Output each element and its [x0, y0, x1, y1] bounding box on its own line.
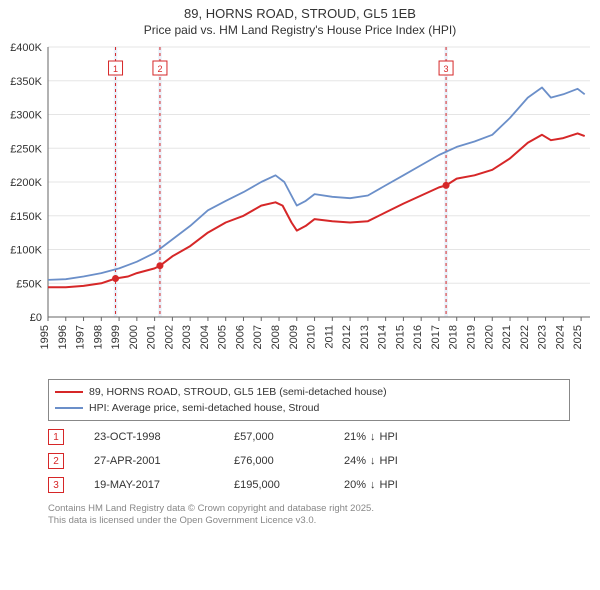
svg-text:£300K: £300K	[10, 110, 42, 122]
svg-text:2015: 2015	[394, 325, 406, 349]
transaction-date: 27-APR-2001	[94, 455, 234, 467]
footer-line-1: Contains HM Land Registry data © Crown c…	[48, 503, 570, 515]
transaction-row: 1 23-OCT-1998£57,00021% ↓ HPI	[48, 425, 570, 449]
transaction-price: £195,000	[234, 479, 344, 491]
svg-text:2010: 2010	[306, 325, 318, 349]
svg-text:2021: 2021	[501, 325, 513, 349]
footer-line-2: This data is licensed under the Open Gov…	[48, 515, 570, 527]
legend-item: HPI: Average price, semi-detached house,…	[55, 400, 563, 416]
svg-text:2007: 2007	[252, 325, 264, 349]
chart-title: 89, HORNS ROAD, STROUD, GL5 1EB	[0, 0, 600, 21]
svg-text:2012: 2012	[341, 325, 353, 349]
transaction-badge: 1	[48, 429, 64, 445]
transaction-date: 23-OCT-1998	[94, 431, 234, 443]
svg-text:2000: 2000	[128, 325, 140, 349]
svg-text:1995: 1995	[39, 325, 51, 349]
svg-text:1997: 1997	[75, 325, 87, 349]
svg-text:2018: 2018	[448, 325, 460, 349]
svg-text:2009: 2009	[288, 325, 300, 349]
svg-text:2014: 2014	[377, 325, 389, 349]
svg-text:1996: 1996	[57, 325, 69, 349]
legend-swatch	[55, 407, 83, 409]
svg-text:2025: 2025	[572, 325, 584, 349]
transaction-delta: 24% ↓ HPI	[344, 455, 398, 467]
legend-label: HPI: Average price, semi-detached house,…	[89, 402, 319, 414]
svg-text:£400K: £400K	[10, 43, 42, 54]
svg-text:2008: 2008	[270, 325, 282, 349]
svg-text:1: 1	[113, 64, 118, 74]
svg-text:2003: 2003	[181, 325, 193, 349]
svg-text:£100K: £100K	[10, 245, 42, 257]
arrow-down-icon: ↓	[370, 431, 376, 443]
legend-swatch	[55, 391, 83, 393]
line-chart: £0 £50K £100K £150K £200K £250K £300K £350K £400…	[0, 43, 600, 373]
transaction-delta: 21% ↓ HPI	[344, 431, 398, 443]
arrow-down-icon: ↓	[370, 479, 376, 491]
svg-text:1998: 1998	[92, 325, 104, 349]
svg-text:2020: 2020	[483, 325, 495, 349]
svg-text:2002: 2002	[163, 325, 175, 349]
svg-text:2022: 2022	[519, 325, 531, 349]
svg-text:2023: 2023	[537, 325, 549, 349]
legend-item: 89, HORNS ROAD, STROUD, GL5 1EB (semi-de…	[55, 384, 563, 400]
svg-text:£0: £0	[30, 312, 42, 324]
transaction-row: 2 27-APR-2001£76,00024% ↓ HPI	[48, 449, 570, 473]
legend-label: 89, HORNS ROAD, STROUD, GL5 1EB (semi-de…	[89, 386, 387, 398]
svg-text:1999: 1999	[110, 325, 122, 349]
legend: 89, HORNS ROAD, STROUD, GL5 1EB (semi-de…	[48, 379, 570, 421]
svg-text:£350K: £350K	[10, 76, 42, 88]
svg-text:£250K: £250K	[10, 143, 42, 155]
svg-text:2016: 2016	[412, 325, 424, 349]
svg-text:2011: 2011	[323, 325, 335, 349]
transaction-table: 1 23-OCT-1998£57,00021% ↓ HPI 2 27-APR-2001…	[48, 425, 570, 497]
transaction-delta: 20% ↓ HPI	[344, 479, 398, 491]
svg-text:2004: 2004	[199, 325, 211, 349]
transaction-date: 19-MAY-2017	[94, 479, 234, 491]
transaction-price: £57,000	[234, 431, 344, 443]
svg-text:2024: 2024	[554, 325, 566, 349]
svg-text:2006: 2006	[234, 325, 246, 349]
footer-attribution: Contains HM Land Registry data © Crown c…	[48, 503, 570, 528]
svg-text:2019: 2019	[465, 325, 477, 349]
chart-area: £0 £50K £100K £150K £200K £250K £300K £350K £400…	[0, 43, 600, 373]
svg-text:2005: 2005	[217, 325, 229, 349]
svg-text:£200K: £200K	[10, 177, 42, 189]
transaction-row: 3 19-MAY-2017£195,00020% ↓ HPI	[48, 473, 570, 497]
svg-text:2013: 2013	[359, 325, 371, 349]
svg-text:3: 3	[444, 64, 449, 74]
svg-text:2017: 2017	[430, 325, 442, 349]
transaction-price: £76,000	[234, 455, 344, 467]
arrow-down-icon: ↓	[370, 455, 376, 467]
svg-text:2: 2	[157, 64, 162, 74]
chart-subtitle: Price paid vs. HM Land Registry's House …	[0, 21, 600, 43]
svg-text:2001: 2001	[146, 325, 158, 349]
transaction-badge: 3	[48, 477, 64, 493]
transaction-badge: 2	[48, 453, 64, 469]
svg-text:£50K: £50K	[16, 278, 42, 290]
svg-text:£150K: £150K	[10, 211, 42, 223]
